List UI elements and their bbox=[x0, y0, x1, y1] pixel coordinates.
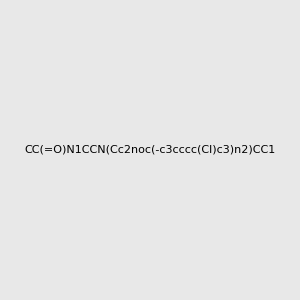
Text: CC(=O)N1CCN(Cc2noc(-c3cccc(Cl)c3)n2)CC1: CC(=O)N1CCN(Cc2noc(-c3cccc(Cl)c3)n2)CC1 bbox=[24, 145, 276, 155]
